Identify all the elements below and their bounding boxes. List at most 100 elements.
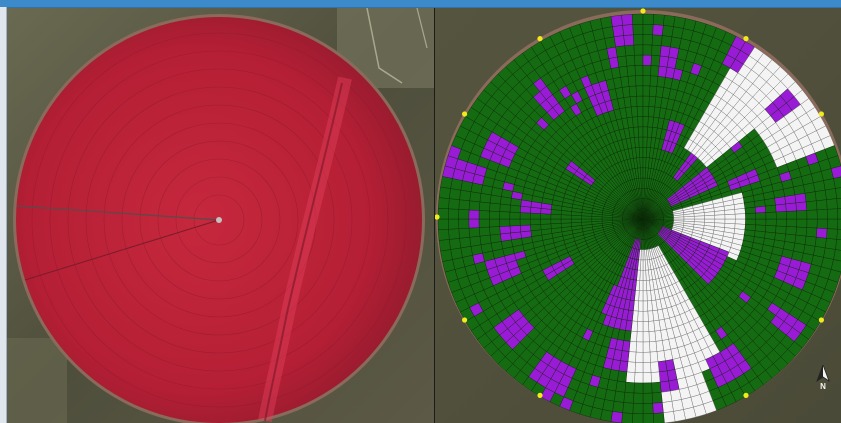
zone-cell bbox=[637, 116, 644, 128]
zone-cell bbox=[626, 361, 636, 373]
zone-cell bbox=[550, 213, 562, 220]
zone-cell bbox=[633, 34, 644, 46]
zone-cell bbox=[652, 402, 664, 414]
zone-cell bbox=[660, 390, 673, 403]
zone-cell bbox=[663, 14, 676, 27]
zone-cell bbox=[448, 208, 460, 220]
zone-cell bbox=[764, 197, 776, 207]
boundary-marker bbox=[537, 36, 543, 42]
scrollbar-track[interactable] bbox=[0, 7, 7, 423]
zone-cell bbox=[823, 178, 836, 191]
zone-cell bbox=[437, 218, 449, 230]
zone-cell bbox=[714, 214, 726, 220]
zone-cell bbox=[785, 226, 797, 236]
zone-cell bbox=[642, 65, 652, 76]
zone-cell bbox=[550, 223, 562, 229]
zone-cell bbox=[632, 116, 639, 128]
zone-cell bbox=[458, 218, 470, 229]
zone-cell bbox=[649, 351, 659, 363]
zone-cell bbox=[830, 259, 841, 273]
zone-cell bbox=[662, 400, 674, 413]
zone-cell bbox=[638, 147, 644, 158]
satellite-image bbox=[7, 8, 434, 423]
boundary-marker bbox=[818, 111, 824, 117]
zone-cell bbox=[626, 65, 636, 77]
zone-cell bbox=[509, 225, 521, 234]
zone-cell bbox=[638, 136, 644, 148]
zone-cell bbox=[621, 412, 634, 423]
zone-cell bbox=[600, 16, 613, 29]
zone-cell bbox=[734, 218, 746, 225]
zone-cell bbox=[642, 126, 649, 138]
zone-cell bbox=[606, 46, 618, 59]
zone-cell bbox=[814, 189, 827, 202]
zone-cell bbox=[683, 216, 695, 220]
zone-cell bbox=[816, 227, 828, 239]
zone-cell bbox=[591, 218, 603, 222]
zone-cell bbox=[824, 238, 837, 250]
zone-cell bbox=[627, 75, 637, 87]
zone-cell bbox=[617, 55, 628, 68]
zone-cell bbox=[642, 44, 653, 56]
zone-cell bbox=[640, 167, 644, 179]
zone-cell bbox=[602, 26, 615, 39]
zone-cell bbox=[581, 218, 593, 223]
zone-cell bbox=[784, 194, 797, 205]
zone-cell bbox=[459, 189, 472, 202]
zone-cell bbox=[642, 402, 654, 415]
zone-cell bbox=[794, 193, 807, 204]
zone-cell bbox=[478, 226, 491, 237]
zone-cell bbox=[550, 218, 562, 225]
boundary-marker bbox=[818, 317, 824, 323]
zone-cell bbox=[836, 197, 841, 210]
zone-cell bbox=[651, 34, 663, 46]
zone-cell bbox=[833, 176, 841, 189]
zone-cell bbox=[624, 44, 635, 57]
zone-cell bbox=[814, 236, 827, 249]
pivot-track-ring bbox=[121, 122, 317, 318]
zone-cell bbox=[629, 95, 638, 108]
pivot-arm bbox=[16, 205, 220, 221]
zone-cell bbox=[744, 206, 756, 214]
zone-cell bbox=[785, 202, 797, 212]
zone-cell bbox=[625, 54, 636, 67]
drainage-streak bbox=[264, 82, 343, 422]
zone-cell bbox=[448, 228, 460, 240]
zone-cell bbox=[642, 249, 646, 261]
zone-cell bbox=[478, 210, 490, 220]
zone-cell bbox=[468, 218, 480, 229]
zone-cell bbox=[662, 25, 674, 38]
zone-cell bbox=[499, 211, 511, 220]
zone-cell bbox=[804, 191, 817, 203]
zone-cell bbox=[489, 202, 501, 212]
north-arrow-icon bbox=[816, 365, 830, 383]
zone-cell bbox=[642, 75, 651, 87]
boundary-marker bbox=[537, 392, 543, 398]
pivot-arm-track bbox=[24, 219, 220, 281]
zone-cell bbox=[826, 208, 839, 220]
zone-cell bbox=[642, 24, 654, 36]
zone-cell bbox=[647, 300, 653, 312]
zone-cell bbox=[448, 218, 460, 230]
zone-cell bbox=[640, 177, 644, 189]
zone-cell bbox=[636, 95, 644, 107]
road bbox=[416, 8, 428, 49]
zone-cell bbox=[636, 105, 644, 117]
zone-cell bbox=[642, 351, 651, 363]
zone-cell bbox=[642, 331, 650, 343]
boundary-marker bbox=[743, 392, 749, 398]
zone-cell bbox=[440, 249, 453, 262]
zone-cell bbox=[673, 216, 685, 220]
zone-cell bbox=[519, 212, 531, 220]
zone-cell bbox=[658, 370, 669, 383]
zone-cell bbox=[775, 218, 787, 227]
zone-cell bbox=[826, 198, 838, 210]
zone-cell bbox=[805, 227, 818, 238]
pivot-track-ring bbox=[157, 158, 281, 282]
zone-cell bbox=[657, 360, 668, 373]
zone-cell bbox=[816, 199, 828, 211]
zone-cell bbox=[639, 157, 644, 169]
zone-cell bbox=[724, 209, 736, 215]
zone-cell bbox=[775, 211, 787, 220]
zone-cell bbox=[489, 233, 502, 244]
